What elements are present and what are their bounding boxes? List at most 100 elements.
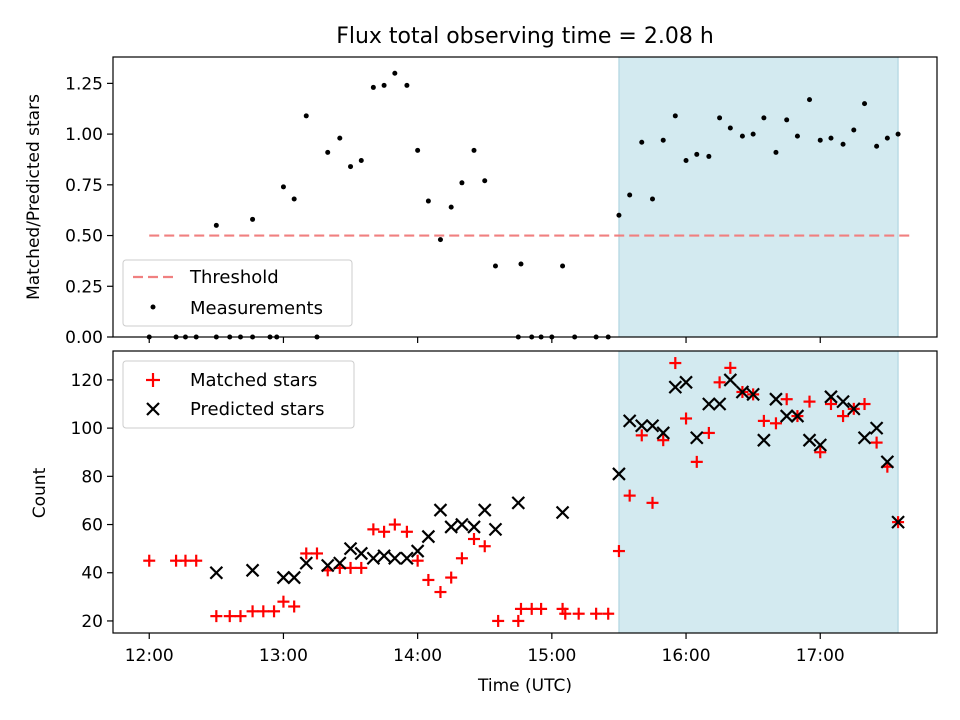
predicted-star-point — [377, 549, 391, 563]
predicted-star-point — [354, 546, 369, 561]
measurement-point — [482, 178, 488, 184]
measurement-point — [518, 261, 524, 267]
predicted-star-point — [746, 387, 760, 402]
measurement-point — [694, 151, 700, 157]
x-tick-label: 15:00 — [527, 646, 576, 666]
measurement-point — [884, 135, 890, 141]
measurement-point — [840, 141, 846, 147]
measurement-point — [874, 143, 880, 149]
predicted-star-point — [735, 385, 750, 399]
matched-star-point — [234, 610, 247, 623]
bottom-y-ticks: 20 40 60 80 100 120 — [71, 371, 113, 632]
x-tick-label: 14:00 — [393, 646, 442, 666]
measurement-point — [817, 137, 823, 143]
predicted-star-point — [712, 397, 727, 411]
bottom-y-tick-label: 100 — [71, 419, 103, 439]
measurement-point — [649, 196, 655, 202]
predicted-star-point — [645, 418, 660, 433]
matched-star-point — [612, 545, 625, 558]
matched-star-point — [388, 518, 401, 531]
predicted-star-point — [388, 551, 402, 566]
top-y-tick-label: 0.50 — [65, 227, 103, 247]
top-legend: Threshold Measurements — [122, 259, 353, 327]
measurement-point — [683, 157, 689, 163]
measurement-point — [627, 192, 633, 198]
matched-star-point — [535, 602, 548, 615]
x-tick-label: 13:00 — [259, 646, 308, 666]
matched-star-point — [769, 417, 782, 430]
bottom-y-tick-label: 20 — [81, 612, 103, 632]
legend-threshold-label: Threshold — [189, 267, 279, 288]
measurement-point — [437, 237, 443, 243]
matched-star-point — [277, 595, 290, 608]
predicted-star-point — [869, 421, 884, 435]
measurement-point — [337, 135, 343, 141]
predicted-star-point — [813, 438, 828, 452]
measurement-point — [739, 133, 745, 139]
x-tick-label: 12:00 — [125, 646, 174, 666]
measurement-point — [672, 113, 678, 119]
x-tick-label: 17:00 — [796, 646, 845, 666]
top-y-axis-label: Matched/Predicted stars — [24, 94, 44, 300]
bottom-y-tick-label: 80 — [81, 467, 103, 487]
bottom-axes-frame — [112, 350, 938, 634]
measurement-point — [639, 139, 645, 145]
predicted-star-point — [702, 397, 716, 411]
predicted-star-point — [299, 556, 314, 570]
predicted-star-point — [802, 433, 817, 447]
measurement-point — [381, 82, 387, 88]
measurement-point — [448, 204, 454, 210]
bottom-y-tick-label: 120 — [71, 371, 103, 391]
measurement-point — [415, 147, 421, 153]
matched-star-point — [310, 547, 323, 560]
predicted-star-point — [400, 551, 414, 566]
measurement-point — [706, 153, 712, 159]
matched-star-point — [572, 607, 585, 620]
matched-star-point — [780, 393, 793, 406]
predicted-star-point — [880, 455, 895, 469]
matched-star-point — [288, 600, 301, 613]
bottom-x-ticks: 12:00 13:00 14:00 15:00 16:00 17:00 — [125, 633, 845, 666]
measurement-point — [727, 125, 733, 131]
predicted-star-point — [634, 418, 649, 433]
matched-star-point — [602, 607, 615, 620]
matched-star-point — [434, 586, 447, 599]
top-x-ticks — [148, 337, 821, 343]
predicted-star-point — [410, 544, 425, 558]
matched-star-point — [223, 610, 236, 623]
measurement-point — [807, 97, 813, 103]
measurement-point — [750, 131, 756, 137]
predicted-star-point — [455, 517, 469, 532]
measurement-point — [404, 82, 410, 88]
matched-star-point — [514, 602, 527, 615]
matched-star-point — [445, 571, 458, 584]
matched-star-point — [646, 496, 659, 509]
measurement-point — [794, 133, 800, 139]
predicted-star-point — [366, 551, 381, 566]
matched-star-point — [143, 554, 156, 567]
matched-star-point — [468, 533, 481, 545]
predicted-star-point — [891, 515, 905, 529]
matched-star-point — [635, 429, 648, 442]
top-y-tick-label: 0.25 — [65, 277, 103, 297]
matched-star-point — [257, 605, 270, 618]
matched-star-point — [210, 610, 223, 623]
matched-star-point — [590, 607, 603, 620]
predicted-star-point — [287, 570, 301, 585]
measurement-point — [761, 115, 767, 121]
measurement-point — [392, 70, 398, 76]
predicted-star-point — [555, 505, 570, 520]
matched-star-point — [344, 561, 357, 574]
predicted-star-point — [421, 529, 436, 544]
predicted-star-point — [467, 520, 481, 534]
predicted-star-point — [769, 392, 783, 406]
x-axis-label: Time (UTC) — [477, 676, 572, 696]
measurement-point — [370, 84, 376, 90]
measurement-point — [471, 147, 477, 153]
measurement-point — [560, 263, 566, 269]
matched-star-point — [246, 605, 259, 618]
measurement-point — [425, 198, 431, 204]
predicted-star-point — [824, 390, 838, 404]
predicted-star-point — [333, 556, 347, 570]
predicted-star-point — [847, 402, 861, 416]
